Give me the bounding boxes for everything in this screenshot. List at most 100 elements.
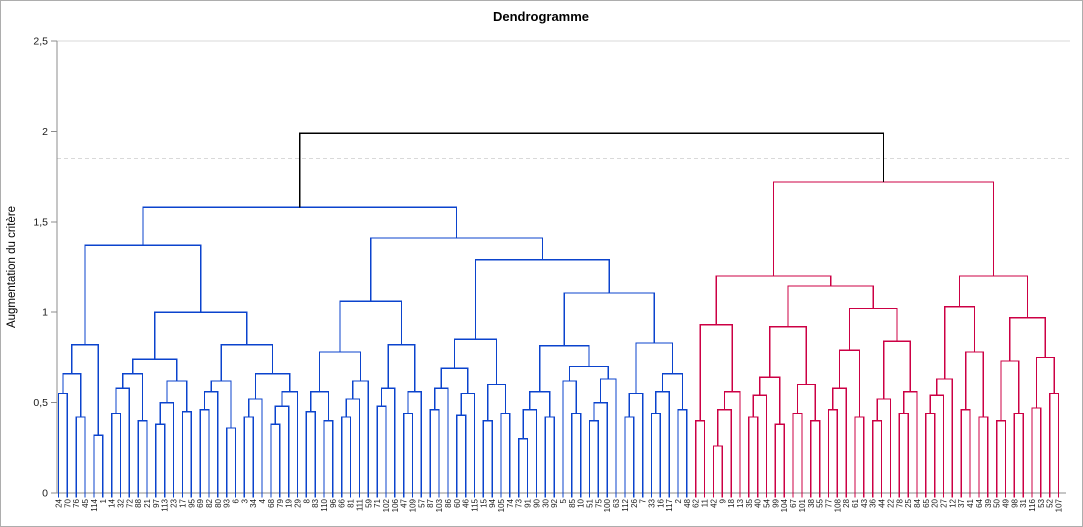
leaf-label: 19 (285, 498, 294, 507)
leaf-label: 114 (90, 498, 99, 511)
leaf-label: 113 (161, 498, 170, 511)
leaf-label: 104 (780, 498, 789, 512)
leaf-label: 109 (409, 498, 418, 512)
leaf-label: 31 (1019, 498, 1028, 507)
x-axis-leaf-ticks (57, 493, 1060, 498)
axes (51, 40, 1066, 494)
leaf-label: 5 (559, 498, 568, 503)
leaf-label: 49 (1001, 498, 1010, 507)
leaf-label: 32 (116, 498, 125, 507)
leaf-label: 67 (789, 498, 798, 507)
leaf-label: 84 (913, 498, 922, 507)
leaf-label: 60 (453, 498, 462, 507)
leaf-label: 93 (223, 498, 232, 507)
leaf-label: 68 (267, 498, 276, 507)
leaf-label: 94 (488, 498, 497, 507)
leaf-label: 76 (72, 498, 81, 507)
leaf-label: 52 (1046, 498, 1055, 507)
leaf-label: 72 (125, 498, 134, 507)
leaf-label: 102 (382, 498, 391, 512)
leaf-label: 44 (878, 498, 887, 507)
leaf-label: 40 (754, 498, 763, 507)
leaf-label: 22 (886, 498, 895, 507)
leaf-label: 70 (63, 498, 72, 507)
leaf-label: 107 (1055, 498, 1064, 512)
leaf-label: 99 (771, 498, 780, 507)
leaf-label: 4 (258, 498, 267, 503)
leaf-label: 64 (975, 498, 984, 507)
leaf-label: 50 (993, 498, 1002, 507)
leaf-label: 116 (1028, 498, 1037, 511)
y-tick-label: 2 (42, 126, 48, 138)
leaf-label: 75 (594, 498, 603, 507)
leaf-label: 74 (506, 498, 515, 507)
leaf-label: 61 (851, 498, 860, 507)
leaf-label: 35 (745, 498, 754, 507)
leaf-label: 26 (630, 498, 639, 507)
leaf-label: 115 (470, 498, 479, 511)
dendrogram-links (57, 132, 1060, 493)
leaf-label: 73 (515, 498, 524, 507)
leaf-label: 14 (108, 498, 117, 507)
leaf-label: 24 (55, 498, 64, 507)
leaf-label: 110 (320, 498, 329, 511)
leaf-label: 10 (577, 498, 586, 507)
leaf-label: 65 (922, 498, 931, 507)
leaf-label: 18 (727, 498, 736, 507)
leaf-label: 63 (612, 498, 621, 507)
leaf-label: 20 (931, 498, 940, 507)
leaf-label: 111 (355, 498, 364, 511)
leaf-label: 100 (603, 498, 612, 512)
leaf-label: 108 (833, 498, 842, 512)
y-tick-labels: 0 0,5 1 1,5 2 2,5 (33, 36, 48, 500)
leaf-label: 25 (904, 498, 913, 507)
leaf-label: 103 (435, 498, 444, 512)
leaf-label: 105 (497, 498, 506, 512)
leaf-label: 86 (444, 498, 453, 507)
leaf-label: 91 (524, 498, 533, 507)
leaf-label: 41 (966, 498, 975, 507)
leaf-label: 33 (647, 498, 656, 507)
y-tick-label: 1,5 (33, 216, 48, 228)
leaf-label: 79 (276, 498, 285, 507)
leaf-label: 59 (364, 498, 373, 507)
y-tick-label: 0 (42, 488, 48, 500)
leaf-label: 6 (232, 498, 241, 503)
leaf-label: 27 (940, 498, 949, 507)
leaf-label: 55 (816, 498, 825, 507)
leaf-label: 36 (869, 498, 878, 507)
leaf-label: 47 (400, 498, 409, 507)
leaf-label: 48 (683, 498, 692, 507)
leaf-label: 1 (99, 498, 108, 503)
chart-title: Dendrogramme (493, 9, 589, 24)
leaf-label: 51 (586, 498, 595, 507)
leaf-label: 7 (639, 498, 648, 503)
leaf-label: 45 (81, 498, 90, 507)
leaf-label: 98 (1010, 498, 1019, 507)
leaf-label: 8 (302, 498, 311, 503)
leaf-label: 90 (532, 498, 541, 507)
leaf-label: 97 (152, 498, 161, 507)
y-tick-label: 0,5 (33, 397, 48, 409)
y-tick-label: 1 (42, 307, 48, 319)
leaf-label: 92 (550, 498, 559, 507)
leaf-label: 82 (205, 498, 214, 507)
leaf-label: 88 (134, 498, 143, 507)
leaf-label: 112 (621, 498, 630, 511)
leaf-label: 69 (196, 498, 205, 507)
leaf-label: 30 (541, 498, 550, 507)
leaf-label: 16 (656, 498, 665, 507)
leaf-labels: 24 70 76 45 114 1 14 32 72 88 21 97 113 23 17 95 69 82 80 9… (55, 498, 1064, 512)
leaf-label: 23 (170, 498, 179, 507)
leaf-label: 106 (391, 498, 400, 512)
dendrogram-link (299, 132, 885, 208)
leaf-label: 83 (311, 498, 320, 507)
leaf-label: 77 (824, 498, 833, 507)
leaf-label: 42 (709, 498, 718, 507)
leaf-label: 28 (842, 498, 851, 507)
leaf-label: 78 (895, 498, 904, 507)
leaf-label: 85 (568, 498, 577, 507)
